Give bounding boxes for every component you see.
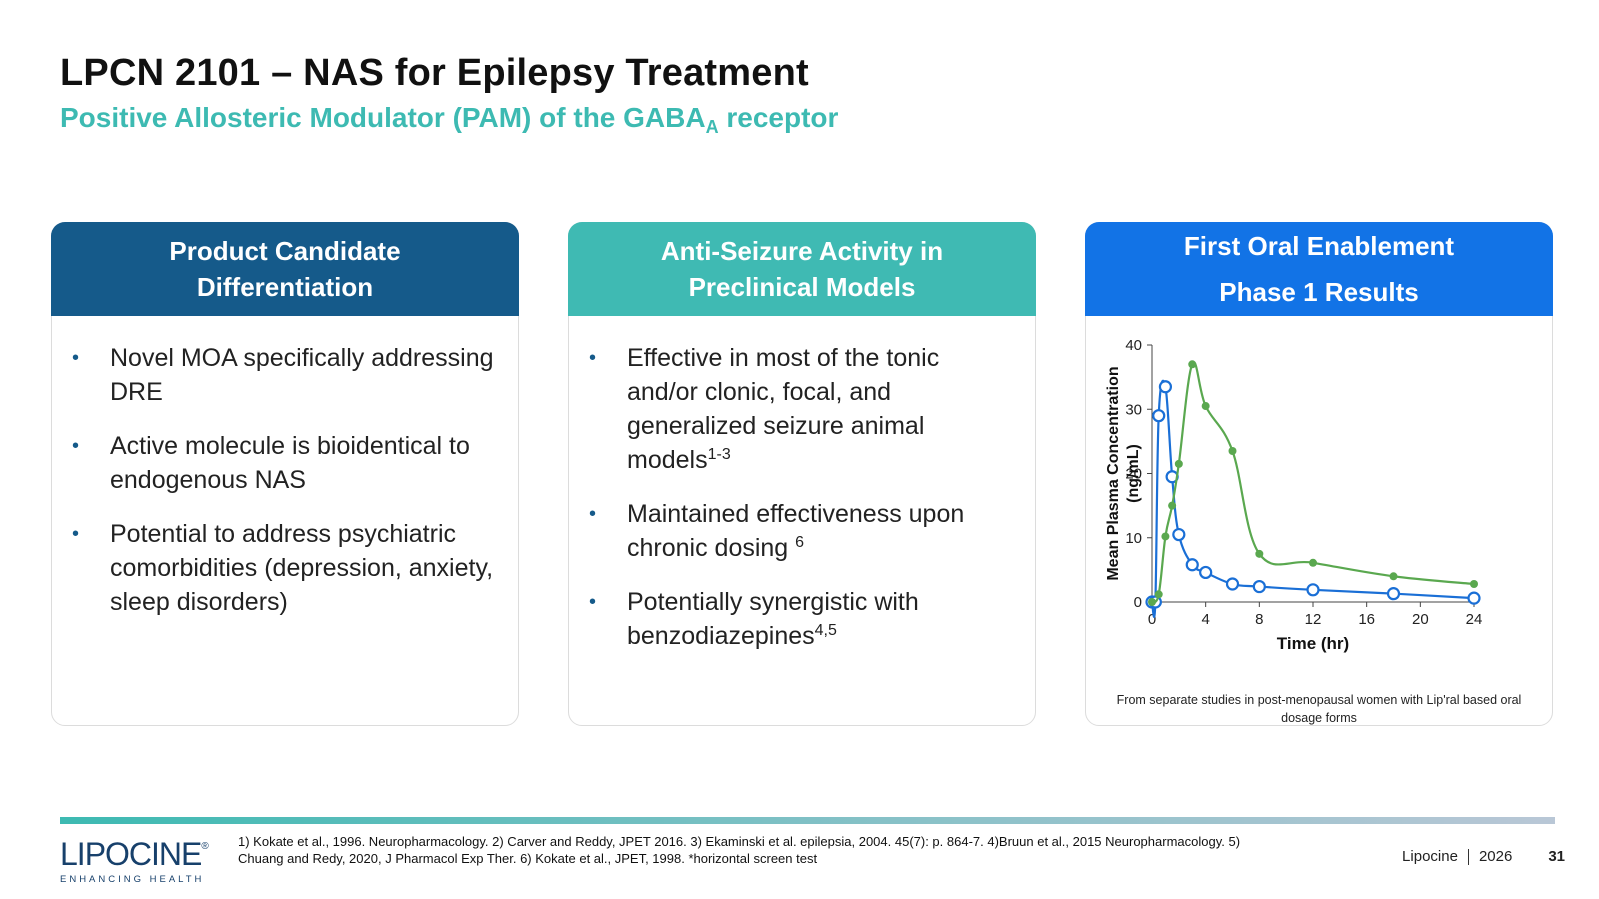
bullet-icon: • xyxy=(72,347,80,369)
data-point-green xyxy=(1148,598,1156,606)
list-item: • Potential to address psychiatric comorb… xyxy=(70,517,500,619)
data-point-green xyxy=(1201,402,1210,411)
y-axis-label: (ng/mL) xyxy=(1125,444,1142,503)
pk-line-chart: 0 10 20 30 40 0 4 8 12 16 20 24 Time (hr) Mean Plas… xyxy=(1105,337,1483,653)
bullet-icon: • xyxy=(72,523,80,545)
bullet-list: • Effective in most of the tonic and/or c… xyxy=(587,341,1017,673)
card-anti-seizure-activity: Anti-Seizure Activity in Preclinical Mod… xyxy=(568,222,1036,726)
data-point-blue xyxy=(1252,579,1266,594)
list-item: • Effective in most of the tonic and/or c… xyxy=(587,341,1017,477)
x-tick-label: 4 xyxy=(1201,611,1209,628)
data-point-blue xyxy=(1306,583,1320,597)
x-tick-label: 8 xyxy=(1255,611,1263,628)
bullet-text: Potential to address psychiatric comorbi… xyxy=(110,520,494,616)
logo-tagline: ENHANCING HEALTH xyxy=(60,874,205,885)
bullet-text: Active molecule is bioidentical to endog… xyxy=(110,432,470,494)
data-point-blue xyxy=(1158,380,1173,394)
card-header: Anti-Seizure Activity in Preclinical Mod… xyxy=(568,222,1036,316)
logo-wordmark: LIPOCINE xyxy=(60,836,202,872)
card-header-line: Phase 1 Results xyxy=(1219,277,1419,307)
x-axis-label: Time (hr) xyxy=(1277,634,1349,653)
footer-meta: Lipocine 2026 31 xyxy=(1402,848,1565,865)
footer-divider xyxy=(60,817,1555,824)
data-point-blue xyxy=(1225,577,1240,591)
card-product-differentiation: Product Candidate Differentiation • Novel… xyxy=(51,222,519,726)
y-tick-label: 30 xyxy=(1125,401,1142,418)
x-tick-label: 12 xyxy=(1305,611,1322,628)
card-header: Product Candidate Differentiation xyxy=(51,222,519,316)
data-point-blue xyxy=(1386,587,1401,601)
bullet-text: Potentially synergistic with benzodiazep… xyxy=(627,588,919,650)
references-line: Chuang and Redy, 2020, J Pharmacol Exp T… xyxy=(238,851,818,866)
y-axis-label: Mean Plasma Concentration xyxy=(1105,366,1122,580)
card-header-line: First Oral Enablement xyxy=(1183,231,1455,261)
y-tick-label: 10 xyxy=(1125,530,1142,547)
data-point-blue xyxy=(1172,527,1186,542)
page-number: 31 xyxy=(1548,848,1565,865)
data-point-green xyxy=(1188,360,1197,369)
page-subtitle: Positive Allosteric Modulator (PAM) of t… xyxy=(60,102,838,138)
bullet-text: Novel MOA specifically addressing DRE xyxy=(110,344,494,406)
data-point-green xyxy=(1389,572,1398,581)
data-point-blue xyxy=(1185,558,1199,572)
card-phase1-results: First Oral Enablement Phase 1 Results 0 1… xyxy=(1085,222,1553,726)
footer-year: 2026 xyxy=(1478,848,1513,865)
x-tick-label: 0 xyxy=(1148,611,1156,628)
data-point-green xyxy=(1161,532,1170,541)
data-point-blue xyxy=(1152,409,1166,423)
subtitle-subscript: A xyxy=(705,117,719,137)
citation-superscript: 6 xyxy=(795,534,805,551)
references: 1) Kokate et al., 1996. Neuropharmacolog… xyxy=(238,833,1278,867)
bullet-text: Effective in most of the tonic and/or cl… xyxy=(627,344,940,474)
company-logo: LIPOCINE® ENHANCING HEALTH xyxy=(60,836,209,885)
card-header-line: Preclinical Models xyxy=(688,272,916,302)
x-tick-label: 16 xyxy=(1358,611,1375,628)
footer-company: Lipocine xyxy=(1402,848,1458,865)
y-tick-label: 0 xyxy=(1134,594,1142,611)
x-tick-label: 20 xyxy=(1412,611,1429,628)
bullet-icon: • xyxy=(589,591,597,613)
data-point-green xyxy=(1174,459,1183,468)
y-tick-label: 40 xyxy=(1125,337,1142,354)
list-item: • Maintained effectiveness upon chronic d… xyxy=(587,497,1017,565)
data-point-green xyxy=(1255,549,1264,558)
citation-superscript: 4,5 xyxy=(814,622,837,639)
data-point-green xyxy=(1470,580,1478,589)
bullet-icon: • xyxy=(72,435,80,457)
references-line: 1) Kokate et al., 1996. Neuropharmacolog… xyxy=(238,834,1241,849)
page-title: LPCN 2101 – NAS for Epilepsy Treatment xyxy=(60,52,809,94)
chart-footnote: From separate studies in post-menopausal… xyxy=(1116,693,1522,725)
list-item: • Potentially synergistic with benzodiaze… xyxy=(587,585,1017,653)
citation-superscript: 1-3 xyxy=(707,446,731,463)
card-header-line: Anti-Seizure Activity in xyxy=(660,236,944,266)
data-point-blue xyxy=(1467,591,1481,605)
card-header-line: Product Candidate xyxy=(169,236,401,266)
bullet-icon: • xyxy=(589,347,597,369)
data-point-green xyxy=(1154,590,1163,599)
x-tick-label: 24 xyxy=(1466,611,1483,628)
list-item: • Active molecule is bioidentical to endo… xyxy=(70,429,500,497)
list-item: • Novel MOA specifically addressing DRE xyxy=(70,341,500,409)
series-line-blue xyxy=(1150,379,1475,619)
logo-registered-mark: ® xyxy=(201,841,208,852)
card-header-line: Differentiation xyxy=(196,272,374,302)
y-tick-label: 20 xyxy=(1125,466,1142,483)
data-point-green xyxy=(1309,558,1317,567)
bullet-icon: • xyxy=(589,503,597,525)
subtitle-main: Positive Allosteric Modulator (PAM) of t… xyxy=(60,102,706,133)
subtitle-end: receptor xyxy=(718,102,839,133)
bullet-list: • Novel MOA specifically addressing DRE •… xyxy=(70,341,500,639)
card-header: First Oral Enablement Phase 1 Results xyxy=(1085,222,1553,316)
data-point-green xyxy=(1168,501,1177,510)
data-point-green xyxy=(1228,447,1237,456)
bullet-text: Maintained effectiveness upon chronic do… xyxy=(627,500,965,562)
data-point-blue xyxy=(1199,565,1213,580)
footer-separator xyxy=(1467,848,1469,865)
